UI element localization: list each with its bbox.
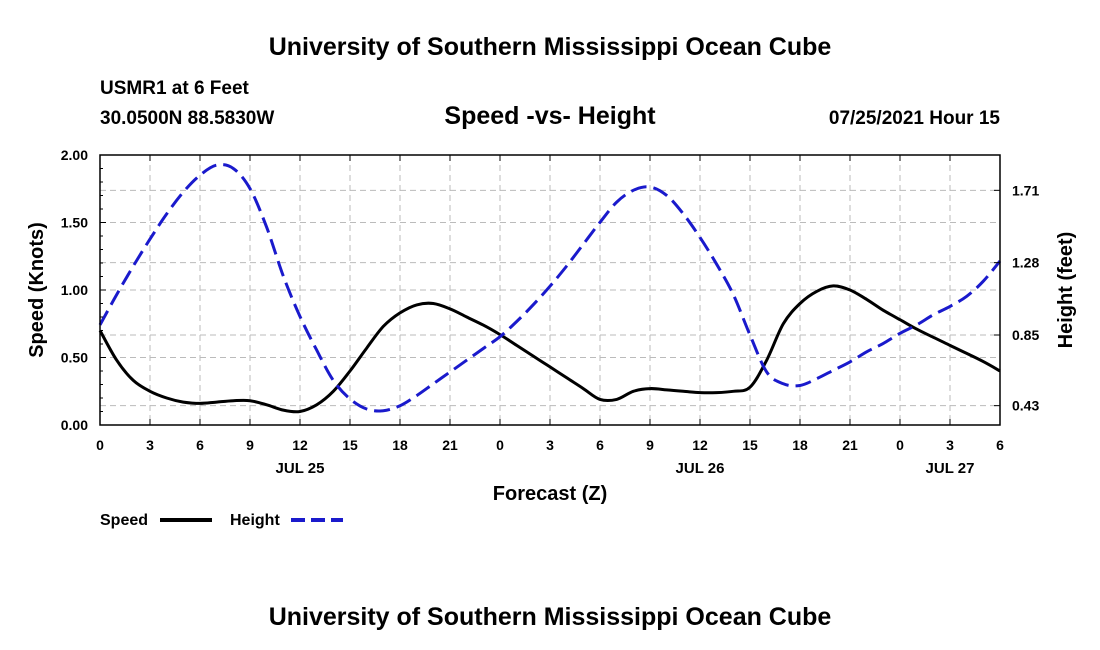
x-tick-label: 0 (896, 437, 904, 453)
y-left-tick-label: 1.00 (61, 282, 88, 298)
x-tick-label: 6 (596, 437, 604, 453)
date-hour-label: 07/25/2021 Hour 15 (829, 108, 1001, 129)
x-tick-label: 0 (496, 437, 504, 453)
legend-speed-label: Speed (100, 512, 148, 529)
series-layer (98, 163, 1002, 414)
x-tick-label: 18 (792, 437, 808, 453)
x-tick-label: 6 (196, 437, 204, 453)
y-left-tick-label: 0.00 (61, 417, 88, 433)
y-left-tick-label: 1.50 (61, 215, 88, 231)
legend: Speed Height (100, 512, 343, 529)
x-axis-label: Forecast (Z) (493, 483, 607, 505)
x-tick-label: 3 (946, 437, 954, 453)
x-tick-label: 15 (342, 437, 358, 453)
x-tick-label: 12 (692, 437, 708, 453)
x-tick-label: 12 (292, 437, 308, 453)
date-label: JUL 26 (676, 460, 725, 477)
page-title: University of Southern Mississippi Ocean… (269, 33, 832, 61)
x-tick-label: 0 (96, 437, 104, 453)
x-tick-label: 3 (146, 437, 154, 453)
legend-height-label: Height (230, 512, 280, 529)
x-tick-label: 21 (442, 437, 458, 453)
x-tick-label: 15 (742, 437, 758, 453)
coordinates-label: 30.0500N 88.5830W (100, 108, 274, 129)
station-label: USMR1 at 6 Feet (100, 78, 250, 99)
series-speed-line (98, 284, 1001, 414)
x-tick-label: 21 (842, 437, 858, 453)
x-tick-label: 18 (392, 437, 408, 453)
y-left-tick-label: 0.50 (61, 350, 88, 366)
x-tick-label: 6 (996, 437, 1004, 453)
axes: 0 3 6 9 12 15 18 21 0 3 6 9 12 15 18 21 0 3 6 JUL 25 JUL 26 J… (61, 147, 1040, 477)
date-label: JUL 27 (926, 460, 975, 477)
y-left-tick-label: 2.00 (61, 147, 88, 163)
x-tick-label: 9 (646, 437, 654, 453)
x-tick-label: 9 (246, 437, 254, 453)
x-tick-label: 3 (546, 437, 554, 453)
y-right-tick-label: 1.28 (1012, 255, 1039, 271)
series-height-line (98, 163, 1002, 413)
footer-title: University of Southern Mississippi Ocean… (269, 603, 832, 631)
y-axis-right-label: Height (feet) (1055, 232, 1077, 349)
y-right-tick-label: 1.71 (1012, 182, 1039, 198)
chart-title: Speed -vs- Height (444, 102, 656, 130)
y-right-tick-label: 0.43 (1012, 398, 1039, 414)
y-right-tick-label: 0.85 (1012, 327, 1039, 343)
y-axis-left-label: Speed (Knots) (26, 222, 48, 358)
grid-lines (100, 155, 1000, 425)
date-label: JUL 25 (276, 460, 325, 477)
